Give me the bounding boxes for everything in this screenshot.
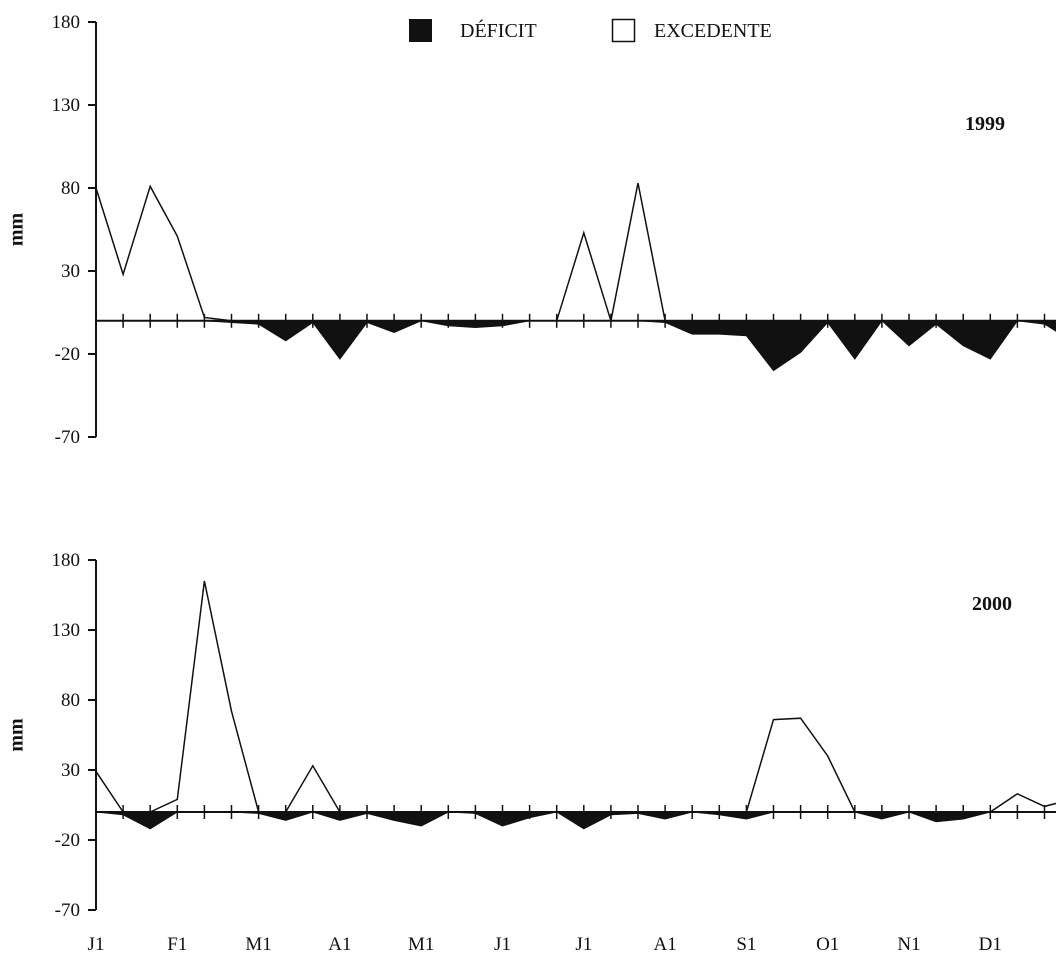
deficit-area <box>637 320 883 372</box>
y-axis-label: mm <box>6 718 28 752</box>
deficit-area <box>95 811 180 830</box>
panel-2000: 180 130 80 30 -20 -70 mm 2000 <box>6 550 1056 921</box>
excess-line <box>95 580 1056 813</box>
year-label: 2000 <box>972 593 1012 615</box>
x-tick-label: O1 <box>816 934 839 955</box>
y-tick-label: -20 <box>55 344 80 365</box>
x-tick-label: D1 <box>979 934 1002 955</box>
year-label: 1999 <box>965 113 1005 135</box>
deficit-area <box>204 320 422 360</box>
excess-swatch <box>611 18 636 43</box>
legend-label-deficit: DÉFICIT <box>460 19 537 42</box>
deficit-area <box>880 320 1019 360</box>
deficit-area <box>908 811 991 823</box>
deficit-area <box>312 811 449 827</box>
y-tick-label: 130 <box>52 95 81 116</box>
y-tick-label: 180 <box>52 12 81 33</box>
x-tick-label: S1 <box>736 934 756 955</box>
y-tick-label: -70 <box>55 900 80 921</box>
x-tick-label: J1 <box>88 934 105 955</box>
x-tick-label: J1 <box>575 934 592 955</box>
panel-1999: 180 130 80 30 -20 -70 mm 1999 <box>6 12 1056 448</box>
y-tick-label: 130 <box>52 620 81 641</box>
y-tick-label: 30 <box>61 760 80 781</box>
y-tick-label: 180 <box>52 550 81 571</box>
x-tick-label: M1 <box>245 934 271 955</box>
y-axis-label: mm <box>6 213 28 247</box>
deficit-area <box>231 811 313 821</box>
x-tick-label: A1 <box>328 934 351 955</box>
y-tick-label: -70 <box>55 427 80 448</box>
deficit-area <box>1017 320 1056 332</box>
y-tick-label: 30 <box>61 261 80 282</box>
chart-panels: 180 130 80 30 -20 -70 mm 1999 180 130 80 30 -20 -70 mm… <box>6 12 1056 955</box>
x-tick-label: N1 <box>897 934 920 955</box>
legend-label-excess: EXCEDENTE <box>654 20 772 42</box>
x-tick-label: A1 <box>653 934 676 955</box>
y-tick-label: 80 <box>61 178 80 199</box>
deficit-swatch <box>409 19 432 42</box>
y-tick-label: -20 <box>55 830 80 851</box>
legend: DÉFICIT EXCEDENTE <box>409 18 772 43</box>
x-tick-label: F1 <box>167 934 187 955</box>
deficit-area <box>554 811 693 830</box>
deficit-area <box>692 811 774 820</box>
y-tick-label: 80 <box>61 690 80 711</box>
excess-line <box>95 182 1056 322</box>
x-tick-label: J1 <box>494 934 511 955</box>
x-tick-label: M1 <box>408 934 434 955</box>
